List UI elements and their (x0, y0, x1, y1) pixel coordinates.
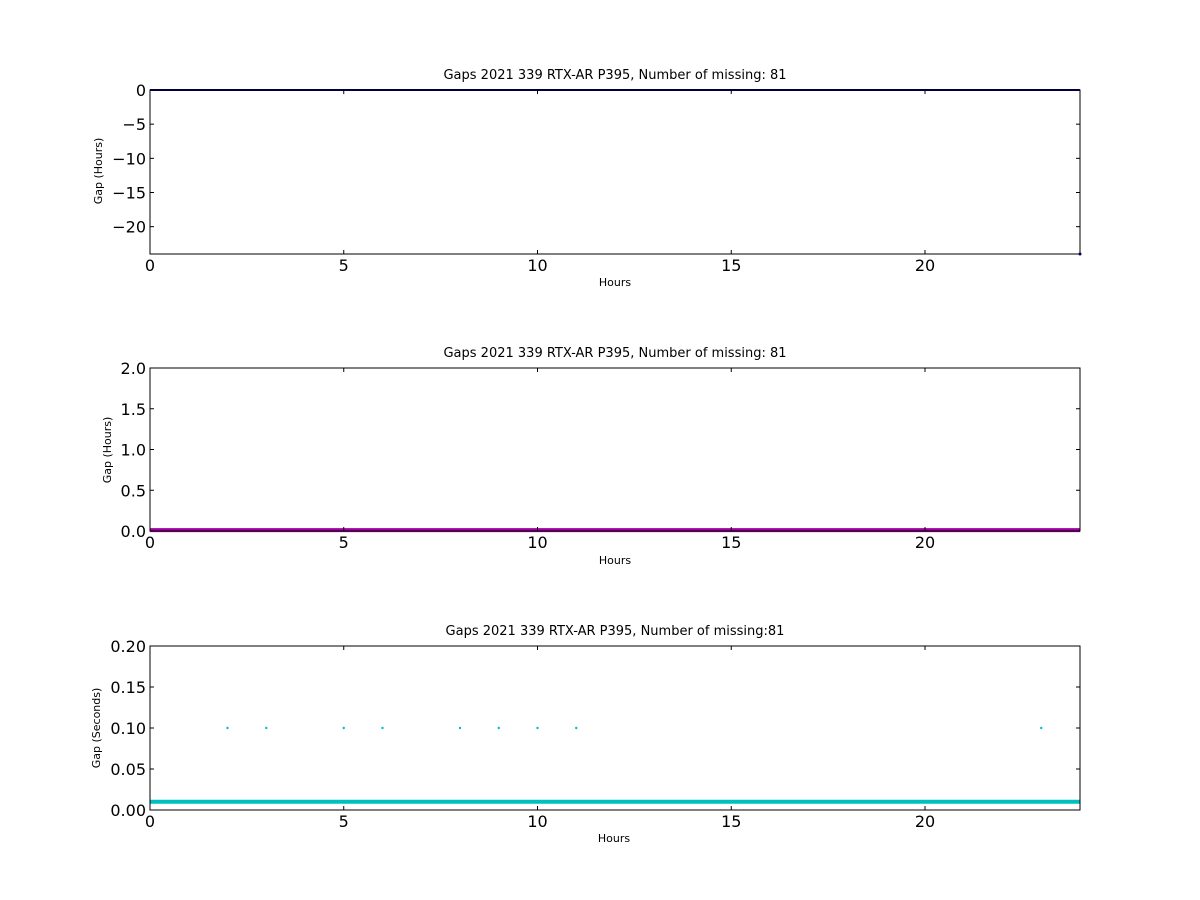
panel-1-marks (150, 89, 1082, 256)
x-tick-label: 0 (145, 533, 155, 552)
y-tick-label: 0.00 (110, 801, 146, 820)
panel-3-series-2-point (575, 726, 578, 730)
panel-1-ticks: 0 5 10 15 20 0 −5 −10 −15 −20 (112, 81, 1080, 275)
x-tick-label: 15 (721, 256, 741, 275)
panel-3-series-2-point (226, 726, 229, 730)
panel-2-plot-frame (149, 367, 1081, 532)
x-tick-label: 5 (339, 533, 349, 552)
x-tick-label: 10 (527, 256, 547, 275)
panel-3-series-2-point (536, 726, 539, 730)
x-tick-label: 10 (527, 812, 547, 831)
x-tick-label: 0 (145, 256, 155, 275)
panel-3-ticks: 0 5 10 15 20 0.00 0.05 0.10 0.15 0.20 (110, 637, 1080, 831)
x-tick-label: 15 (721, 812, 741, 831)
panel-1-ylabel: Gap (Hours) (92, 138, 105, 205)
panel-3-series-2-point (1040, 726, 1043, 730)
y-tick-label: 0.0 (121, 522, 146, 541)
x-tick-label: 0 (145, 812, 155, 831)
y-tick-label: 0.20 (110, 637, 146, 656)
panel-2-ticks: 0 5 10 15 20 0.0 0.5 1.0 1.5 2.0 (121, 359, 1080, 552)
y-tick-label: 0.5 (121, 481, 146, 500)
panel-3-marks (150, 726, 1080, 804)
panel-2-title: Gaps 2021 339 RTX-AR P395, Number of mis… (443, 346, 786, 361)
x-tick-label: 5 (339, 256, 349, 275)
y-tick-label: 2.0 (121, 359, 146, 378)
gap-seconds-panel: Gaps 2021 339 RTX-AR P395, Number of mis… (90, 624, 1081, 845)
panel-1-title: Gaps 2021 339 RTX-AR P395, Number of mis… (443, 68, 786, 83)
x-tick-label: 20 (915, 533, 935, 552)
panel-2-xlabel: Hours (599, 554, 631, 567)
panel-1-plot-frame (149, 89, 1081, 255)
panel-3-series-2-point (381, 726, 384, 730)
y-tick-label: 0.15 (110, 678, 146, 697)
panel-1-xlabel: Hours (599, 276, 631, 289)
y-tick-label: 1.0 (121, 441, 146, 460)
x-tick-label: 20 (915, 812, 935, 831)
y-tick-label: −5 (122, 115, 146, 134)
y-tick-label: −10 (112, 149, 146, 168)
y-tick-label: 0.10 (110, 719, 146, 738)
y-tick-label: −15 (112, 184, 146, 203)
x-tick-label: 15 (721, 533, 741, 552)
y-tick-label: 1.5 (121, 400, 146, 419)
x-tick-label: 10 (527, 533, 547, 552)
panel-2-ylabel: Gap (Hours) (101, 417, 114, 484)
panel-3-series-2-point (342, 726, 345, 730)
x-tick-label: 5 (339, 812, 349, 831)
panel-3-series-2-point (265, 726, 268, 730)
panel-3-xlabel: Hours (598, 832, 630, 845)
panel-3-series-2-point (497, 726, 500, 730)
panel-3-ylabel: Gap (Seconds) (90, 688, 103, 769)
panel-3-series-2-point (458, 726, 462, 730)
x-tick-label: 20 (915, 256, 935, 275)
gap-hours-panel: Gaps 2021 339 RTX-AR P395, Number of mis… (101, 346, 1081, 567)
y-tick-label: −20 (112, 218, 146, 237)
y-tick-label: 0 (136, 81, 146, 100)
y-tick-label: 0.05 (110, 760, 146, 779)
panel-3-plot-frame (149, 645, 1081, 811)
gap-hours-negative-panel: Gaps 2021 339 RTX-AR P395, Number of mis… (92, 68, 1082, 289)
panel-3-title: Gaps 2021 339 RTX-AR P395, Number of mis… (446, 624, 785, 639)
